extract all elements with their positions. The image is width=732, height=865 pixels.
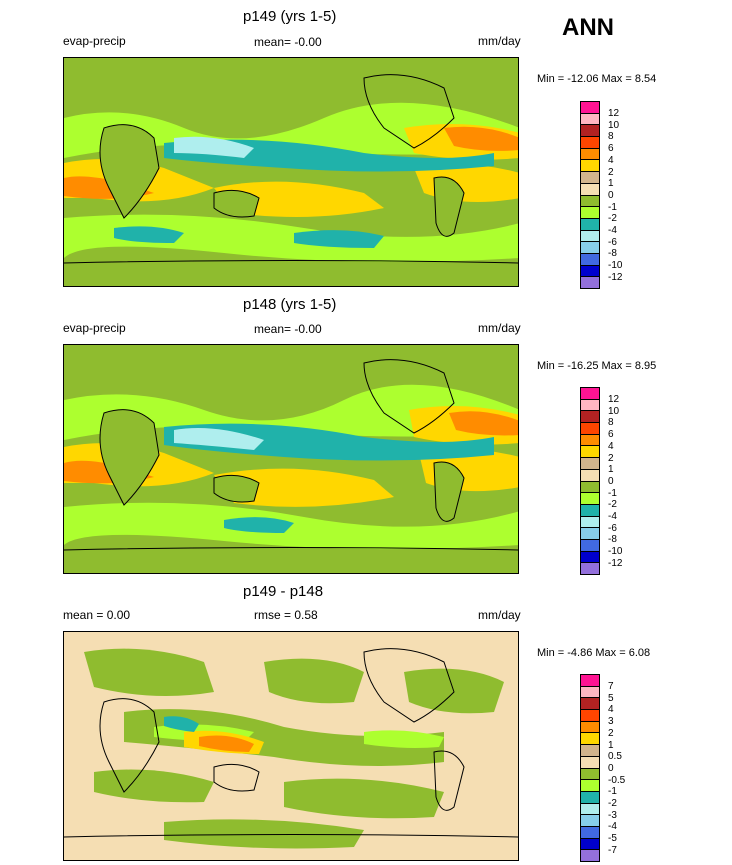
panel-2-map [63,344,519,574]
colorbar-tick-label: -12 [608,271,623,283]
colorbar-tick-label: -4 [608,511,617,522]
panel-2-title: p148 (yrs 1-5) [243,296,337,313]
panel-1-right-label: mm/day [478,34,521,48]
panel-2-center-label: mean= -0.00 [254,322,322,336]
colorbar-swatch [580,562,600,575]
colorbar-tick-label: 1 [608,464,614,476]
panel-1-center-label: mean= -0.00 [254,35,322,49]
colorbar-tick-label: 8 [608,417,614,429]
panel-3-minmax: Min = -4.86 Max = 6.08 [537,647,651,659]
colorbar-tick-label: 5 [608,692,614,704]
colorbar-tick-label: 6 [608,429,614,441]
colorbar-tick-label: 0 [608,762,614,774]
panel-3-map [63,631,519,861]
colorbar-tick-label: 8 [608,131,614,143]
panel-2-left-label: evap-precip [63,321,126,335]
panel-1-field-svg [64,58,518,286]
colorbar-tick-label: 3 [608,716,614,728]
colorbar-tick-label: 6 [608,143,614,155]
colorbar-tick-label: 1 [608,739,614,751]
colorbar-tick-label: -1 [608,786,617,798]
colorbar-tick-label: 0 [608,475,614,487]
colorbar-tick-label: -2 [608,798,617,809]
colorbar-tick-label: 7 [608,681,614,692]
colorbar-tick-label: 4 [608,154,614,166]
colorbar-tick-label: -10 [608,260,623,272]
colorbar-tick-label: 12 [608,108,620,119]
panel-3-left-label: mean = 0.00 [63,608,131,622]
colorbar-tick-label: 12 [608,394,620,405]
colorbar-tick-label: 2 [608,166,614,178]
panel-2-field-svg [64,345,518,573]
panel-1-map [63,57,519,287]
colorbar-tick-label: -0.5 [608,774,626,786]
colorbar-swatch [580,849,600,862]
colorbar-tick-label: -5 [608,833,617,845]
colorbar-tick-label: 10 [608,119,620,131]
panel-2-minmax: Min = -16.25 Max = 8.95 [537,360,657,372]
panel-3-colorbar [580,674,600,862]
colorbar-tick-label: -6 [608,522,617,534]
colorbar-tick-label: -10 [608,546,623,558]
panel-2-colorbar [580,387,600,575]
colorbar-tick-label: -6 [608,236,617,248]
colorbar-tick-label: 1 [608,178,614,190]
colorbar-tick-label: -3 [608,809,617,821]
panel-3-right-label: mm/day [478,608,521,622]
colorbar-tick-label: -7 [608,844,617,856]
panel-3-field-svg [64,632,518,860]
colorbar-tick-label: 0 [608,189,614,201]
season-title: ANN [562,14,614,41]
colorbar-tick-label: -2 [608,213,617,225]
colorbar-tick-label: 2 [608,727,614,739]
colorbar-tick-label: 4 [608,440,614,452]
colorbar-tick-label: 4 [608,704,614,716]
colorbar-tick-label: -4 [608,225,617,236]
panel-3-title: p149 - p148 [243,583,324,600]
colorbar-tick-label: -4 [608,821,617,833]
colorbar-tick-label: -1 [608,201,617,213]
colorbar-tick-label: -12 [608,557,623,569]
colorbar-swatch [580,276,600,289]
panel-1-left-label: evap-precip [63,34,126,48]
colorbar-tick-label: 2 [608,452,614,464]
colorbar-tick-label: -8 [608,248,617,260]
colorbar-tick-label: -8 [608,534,617,546]
panel-1-colorbar [580,101,600,289]
colorbar-tick-label: -1 [608,487,617,499]
panel-2-right-label: mm/day [478,321,521,335]
colorbar-tick-label: 10 [608,405,620,417]
panel-3-center-label: rmse = 0.58 [254,608,318,622]
colorbar-tick-label: 0.5 [608,751,622,763]
panel-1-title: p149 (yrs 1-5) [243,8,337,25]
colorbar-tick-label: -2 [608,499,617,511]
panel-1-minmax: Min = -12.06 Max = 8.54 [537,73,657,85]
